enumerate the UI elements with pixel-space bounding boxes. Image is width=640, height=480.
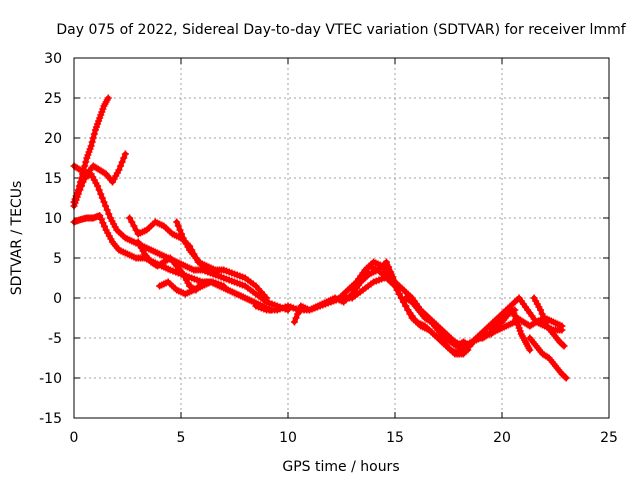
data-point-marker <box>79 178 87 186</box>
x-tick-label: 25 <box>600 430 618 446</box>
data-point-marker <box>97 190 105 198</box>
y-tick-label: -15 <box>39 411 62 427</box>
data-point-marker <box>95 186 103 194</box>
data-point-marker <box>389 273 397 281</box>
y-tick-label: -10 <box>39 371 62 387</box>
data-point-marker <box>263 294 271 302</box>
data-series <box>70 94 570 382</box>
data-point-marker <box>126 214 134 222</box>
data-point-marker <box>402 302 410 310</box>
data-point-marker <box>118 158 126 166</box>
data-point-marker <box>526 346 534 354</box>
data-point-marker <box>82 158 90 166</box>
y-tick-label: 25 <box>44 91 62 107</box>
data-point-marker <box>294 310 302 318</box>
data-point-marker <box>102 202 110 210</box>
data-point-marker <box>87 142 95 150</box>
data-point-marker <box>393 286 401 294</box>
data-point-marker <box>128 218 136 226</box>
data-point-marker <box>178 230 186 238</box>
y-tick-label: -5 <box>48 331 62 347</box>
data-point-marker <box>104 94 112 102</box>
data-point-marker <box>103 206 111 214</box>
data-point-marker <box>100 198 108 206</box>
data-point-marker <box>559 341 567 349</box>
data-point-marker <box>400 298 408 306</box>
data-point-marker <box>295 306 303 314</box>
data-point-marker <box>561 373 569 381</box>
x-tick-label: 10 <box>279 430 297 446</box>
chart-title: Day 075 of 2022, Sidereal Day-to-day VTE… <box>56 22 626 38</box>
data-point-marker <box>76 186 84 194</box>
data-point-marker <box>560 342 568 350</box>
x-axis-title: GPS time / hours <box>282 459 399 475</box>
data-point-marker <box>117 162 125 170</box>
x-tick-label: 15 <box>386 430 404 446</box>
y-axis-title: SDTVAR / TECUs <box>9 181 25 296</box>
data-point-marker <box>97 215 105 223</box>
series-arc-8 <box>173 218 219 278</box>
data-point-marker <box>94 182 102 190</box>
data-point-marker <box>290 318 298 326</box>
data-point-marker <box>541 318 549 326</box>
data-point-marker <box>100 222 108 230</box>
data-point-marker <box>132 226 140 234</box>
data-point-marker <box>130 222 138 230</box>
data-point-marker <box>115 166 123 174</box>
data-point-marker <box>174 222 182 230</box>
data-point-marker <box>99 219 107 227</box>
y-tick-label: 0 <box>53 291 62 307</box>
data-point-marker <box>90 130 98 138</box>
data-point-marker <box>537 306 545 314</box>
data-point-marker <box>105 210 113 218</box>
data-point-marker <box>538 310 546 318</box>
data-point-marker <box>385 263 393 271</box>
data-point-marker <box>96 212 104 220</box>
data-point-marker <box>558 322 566 330</box>
data-point-marker <box>89 134 97 142</box>
y-tick-label: 30 <box>44 51 62 67</box>
data-point-marker <box>211 270 219 278</box>
y-tick-label: 10 <box>44 211 62 227</box>
data-point-marker <box>98 194 106 202</box>
data-point-marker <box>292 314 300 322</box>
data-point-marker <box>81 162 89 170</box>
series-arc-18 <box>526 334 570 382</box>
data-point-marker <box>120 154 128 162</box>
tick-labels: 0 5 10 15 20 25 -15 -10 -5 0 5 10 15 20 25 30 <box>39 51 618 446</box>
y-tick-label: 5 <box>53 251 62 267</box>
data-point-marker <box>88 138 96 146</box>
y-tick-label: 20 <box>44 131 62 147</box>
y-tick-label: 15 <box>44 171 62 187</box>
data-point-marker <box>74 190 82 198</box>
data-point-marker <box>395 290 403 298</box>
series-arc-16 <box>509 306 534 354</box>
data-point-marker <box>173 218 181 226</box>
data-point-marker <box>387 268 395 276</box>
data-point-marker <box>77 182 85 190</box>
series-arc-17 <box>530 294 568 350</box>
x-tick-label: 20 <box>493 430 511 446</box>
data-point-marker <box>382 258 390 266</box>
series-arc-4 <box>70 212 228 290</box>
data-point-marker <box>121 150 129 158</box>
plot-frame <box>73 57 610 419</box>
x-tick-label: 5 <box>177 430 186 446</box>
data-point-marker <box>562 374 570 382</box>
data-point-marker <box>540 314 548 322</box>
x-tick-label: 0 <box>70 430 79 446</box>
data-point-marker <box>176 226 184 234</box>
